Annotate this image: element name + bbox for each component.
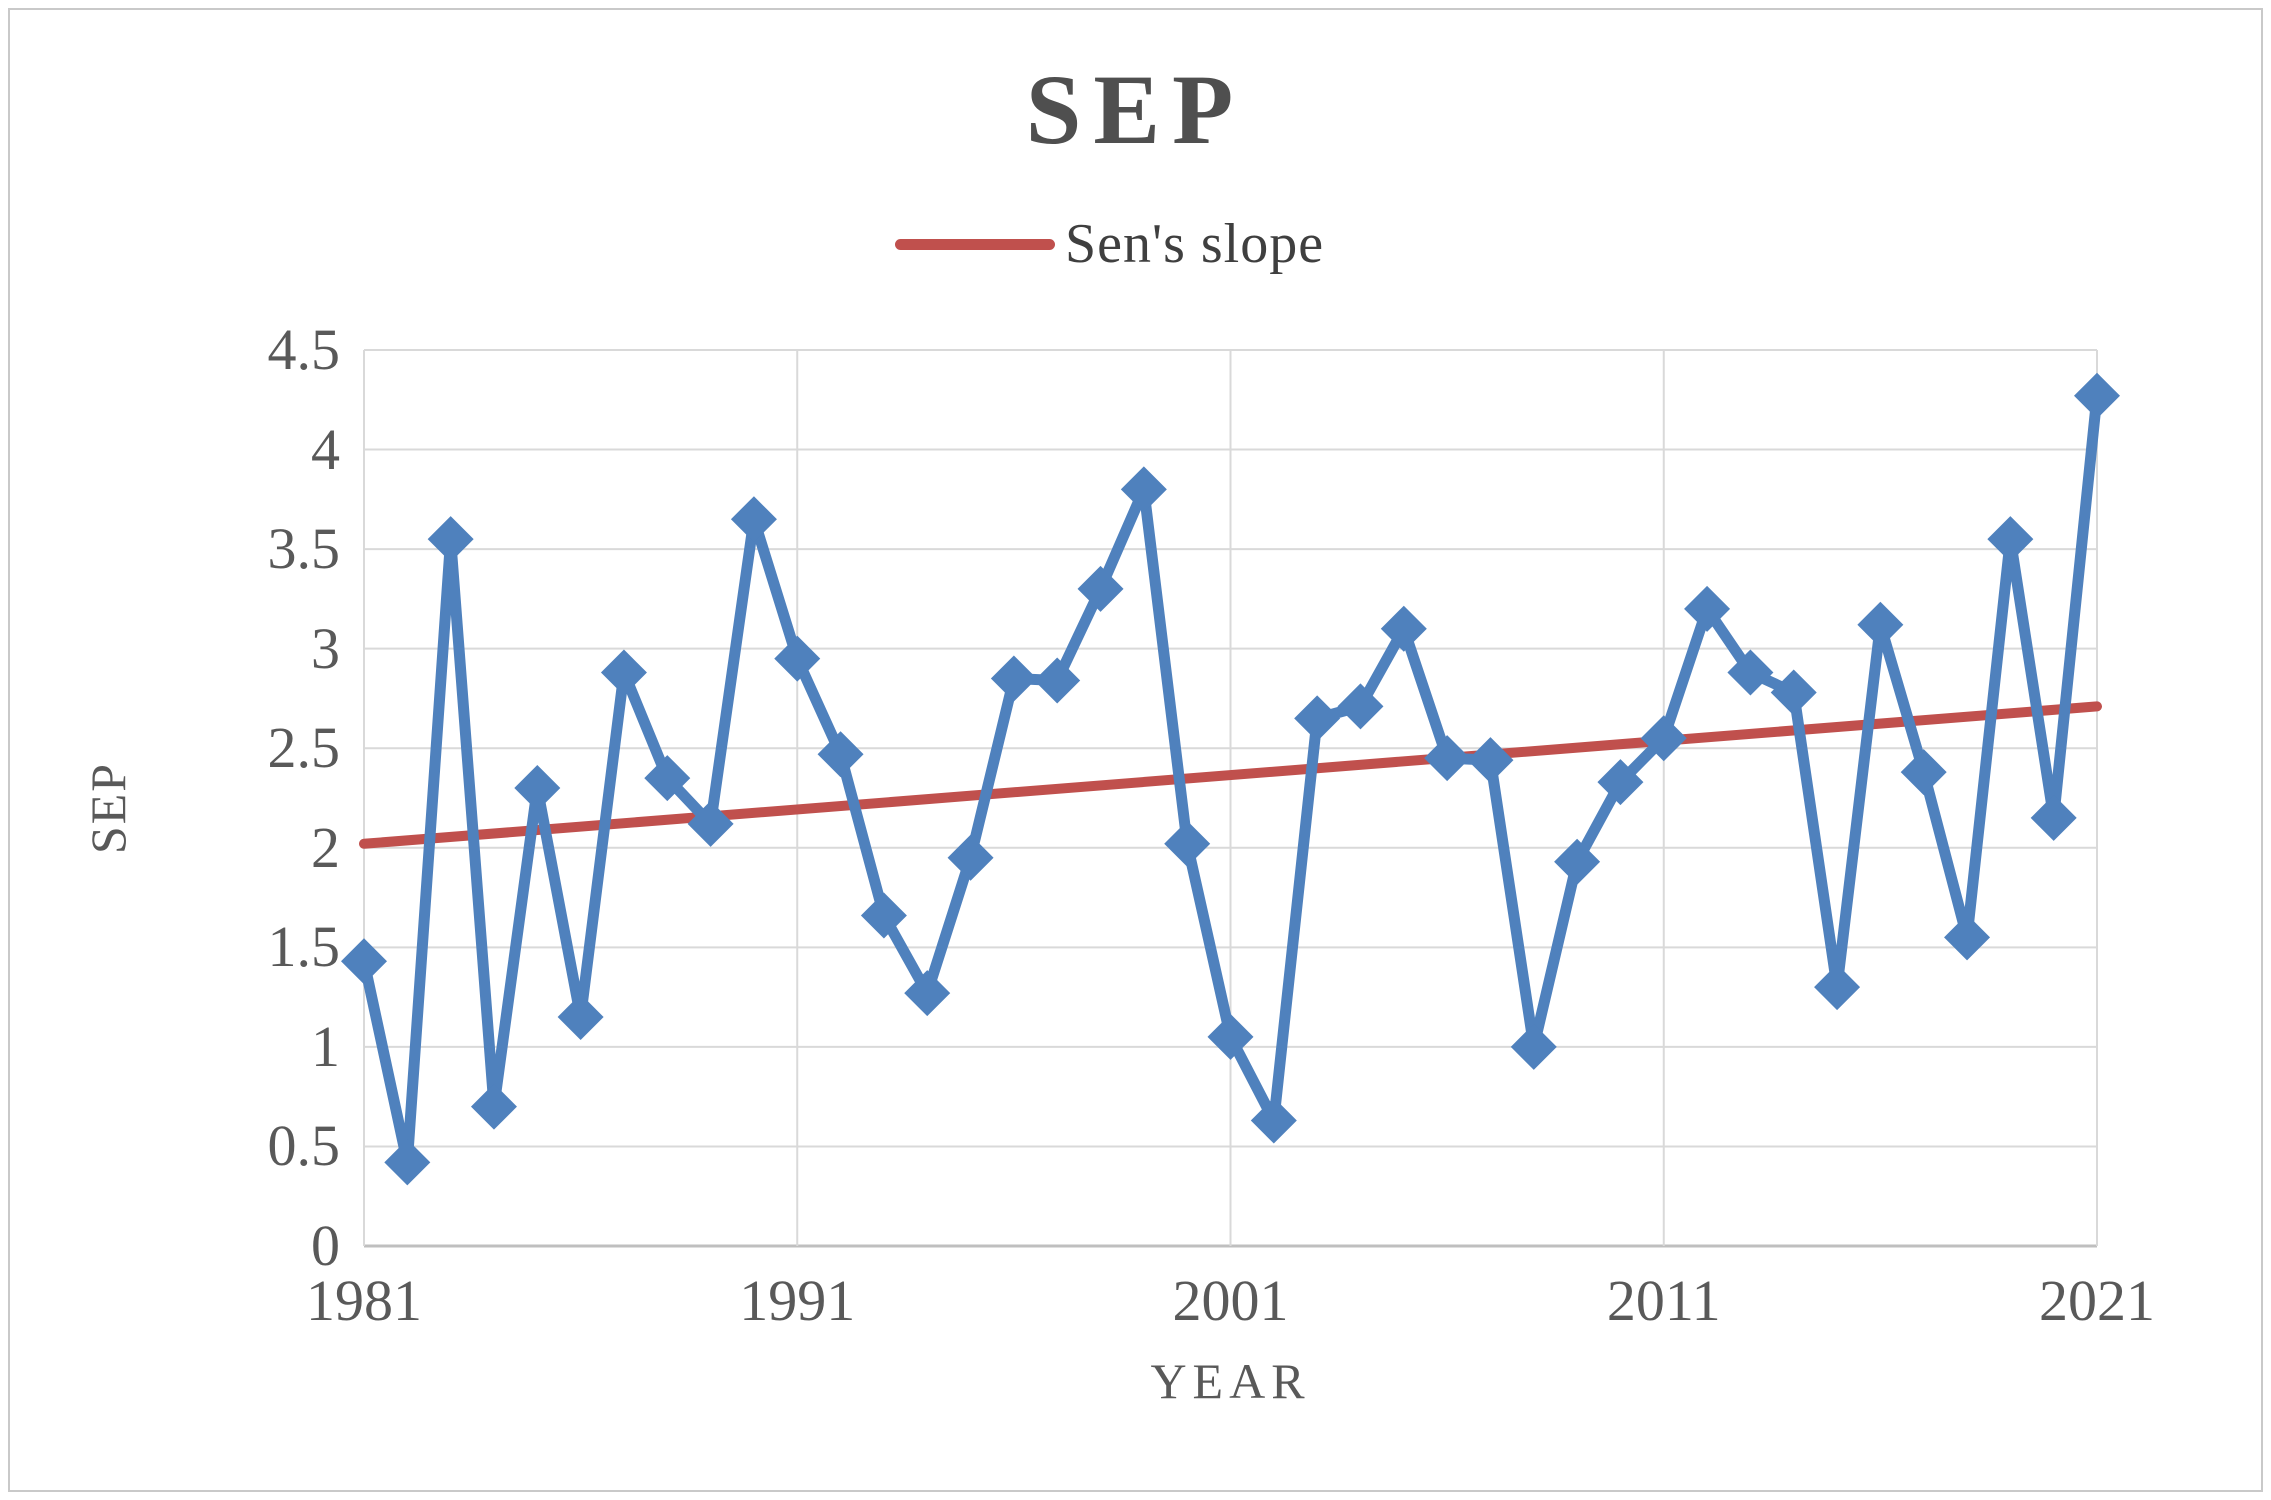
y-tick-label: 4.5 xyxy=(267,317,341,382)
y-tick-label: 1 xyxy=(311,1013,340,1079)
y-tick-label: 3 xyxy=(311,615,340,681)
y-tick-label: 0.5 xyxy=(267,1113,341,1179)
y-axis-title: SEP xyxy=(80,761,136,855)
y-tick-label: 1.5 xyxy=(267,914,341,980)
gridlines xyxy=(363,349,2098,1248)
legend-line-swatch xyxy=(895,238,1055,250)
y-tick-label: 2.5 xyxy=(267,715,341,781)
x-axis-title: YEAR xyxy=(1150,1353,1311,1409)
y-tick-label: 0 xyxy=(311,1213,340,1278)
x-tick-label: 1991 xyxy=(739,1268,856,1333)
y-tick-label: 2 xyxy=(311,814,340,880)
x-tick-label: 1981 xyxy=(306,1268,422,1333)
data-series xyxy=(341,372,2120,1186)
legend: Sen's slope xyxy=(895,212,1324,276)
figure-border xyxy=(8,8,2263,1492)
y-tick-label: 3.5 xyxy=(267,516,341,582)
x-tick-label: 2011 xyxy=(1606,1268,1721,1333)
x-tick-label: 2001 xyxy=(1172,1268,1289,1333)
x-tick-label: 2021 xyxy=(2039,1268,2155,1333)
trend-line xyxy=(359,701,2102,849)
chart-title: SEP xyxy=(1025,54,1246,165)
legend-label: Sen's slope xyxy=(1065,213,1325,275)
y-tick-label: 4 xyxy=(311,416,340,482)
